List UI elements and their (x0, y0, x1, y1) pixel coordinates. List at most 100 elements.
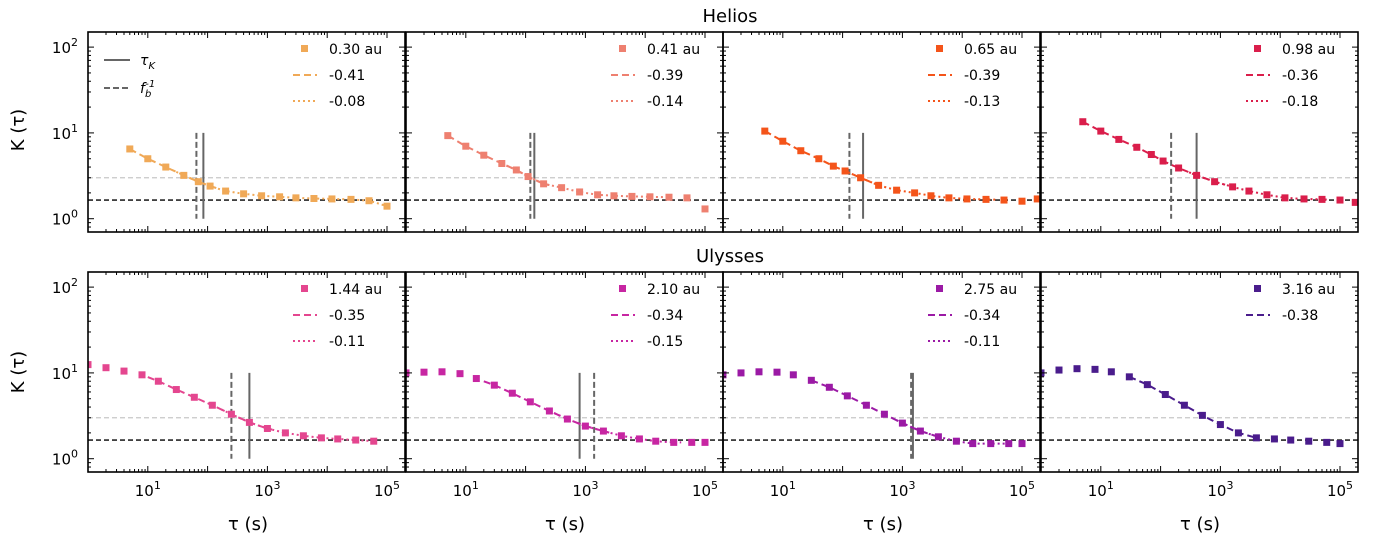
x-tick-label: 101 (135, 479, 161, 500)
legend-slope-dotted: -0.13 (964, 94, 1000, 110)
data-point (1000, 196, 1008, 204)
data-point (701, 205, 709, 213)
panel-frame (405, 31, 724, 233)
data-point (276, 193, 284, 201)
fit-line-dotted (1188, 171, 1327, 201)
data-point (208, 401, 216, 409)
legend-slope-dotted: -0.11 (964, 334, 1000, 350)
y-axis-label-bottom: K (τ) (8, 351, 29, 393)
data-point (1336, 196, 1344, 204)
data-point (444, 132, 452, 140)
data-point (508, 389, 516, 397)
data-point (1287, 436, 1295, 444)
legend-distance: 0.30 au (329, 42, 382, 58)
data-point (963, 195, 971, 203)
fit-line-dashed (129, 148, 219, 190)
legend-slope-dashed: -0.36 (1282, 68, 1318, 84)
data-point (540, 180, 548, 188)
data-point (498, 160, 506, 168)
data-point (1159, 157, 1167, 165)
data-point (1351, 198, 1358, 206)
legend-slope-dotted: -0.18 (1282, 94, 1318, 110)
legend-marker-points (1254, 45, 1261, 52)
x-axis-label-4: τ (s) (1180, 514, 1220, 535)
data-point (934, 433, 942, 441)
data-point (581, 422, 589, 430)
legend-distance: 2.10 au (647, 282, 700, 298)
data-point (952, 437, 960, 445)
data-point (610, 192, 618, 200)
data-point (1305, 437, 1313, 445)
data-point (880, 410, 888, 418)
data-point (462, 142, 470, 150)
plot-area (406, 368, 723, 459)
data-point (665, 193, 673, 201)
legend-slope-dotted: -0.15 (647, 334, 683, 350)
plot-area (1041, 118, 1358, 219)
data-point (1318, 195, 1326, 203)
legend-slope-dotted: -0.11 (329, 334, 365, 350)
data-point (310, 195, 318, 203)
x-tick-label: 103 (254, 479, 280, 500)
data-point (472, 375, 480, 383)
x-tick-label: 105 (692, 479, 718, 500)
legend: 1.44 au -0.35 -0.11 (293, 282, 382, 350)
panel-frame (722, 31, 1041, 233)
legend-distance: 1.44 au (329, 282, 382, 298)
data-point (1175, 164, 1183, 172)
data-point (1133, 143, 1141, 151)
legend-slope-dashed: -0.35 (329, 308, 365, 324)
legend: 0.30 au -0.41 -0.08 (293, 42, 382, 110)
data-point (1229, 183, 1237, 191)
data-point (245, 418, 253, 426)
data-point (420, 368, 428, 376)
x-tick-label: 103 (572, 479, 598, 500)
legend-slope-dashed: -0.39 (647, 68, 683, 84)
data-point (789, 371, 797, 379)
panel-frame (87, 31, 406, 233)
data-point (334, 435, 342, 443)
data-point (299, 432, 307, 440)
data-point (258, 192, 266, 200)
legend-slope-dotted: -0.14 (647, 94, 683, 110)
legend: 2.75 au -0.34 -0.11 (928, 282, 1017, 350)
data-point (825, 383, 833, 391)
data-point (599, 427, 607, 435)
data-point (126, 145, 134, 153)
fit-line-dashed (483, 380, 610, 434)
data-point (969, 440, 977, 448)
x-tick-label: 105 (1009, 479, 1035, 500)
data-point (1107, 368, 1115, 376)
data-point (1245, 187, 1253, 195)
plot-area (406, 132, 723, 219)
x-tick-label: 101 (770, 479, 796, 500)
x-tick-label: 105 (1327, 479, 1353, 500)
data-point (1234, 429, 1242, 437)
legend: 3.16 au -0.38 (1246, 282, 1335, 324)
data-point (857, 174, 865, 182)
plot-area (723, 127, 1040, 219)
data-point (1115, 135, 1123, 143)
data-point (1300, 195, 1308, 203)
data-point (1211, 178, 1219, 186)
data-point (558, 184, 566, 192)
data-point (1263, 191, 1271, 199)
y-tick-label: 100 (52, 208, 78, 229)
data-point (102, 364, 110, 372)
data-point (723, 371, 727, 379)
legend-marker-points (936, 285, 943, 292)
data-point (263, 424, 271, 432)
data-point (190, 393, 198, 401)
data-point (652, 437, 660, 445)
data-point (480, 151, 488, 159)
data-point (144, 155, 152, 163)
data-point (438, 368, 446, 376)
plot-area (88, 361, 405, 459)
legend-marker-points (1254, 285, 1261, 292)
panel-6: 101 103 105 2.10 au -0.34 -0.15 (405, 271, 724, 500)
data-point (987, 440, 995, 448)
data-point (1216, 421, 1224, 429)
row-title-helios: Helios (702, 6, 757, 27)
data-point (172, 386, 180, 394)
data-point (120, 367, 128, 375)
